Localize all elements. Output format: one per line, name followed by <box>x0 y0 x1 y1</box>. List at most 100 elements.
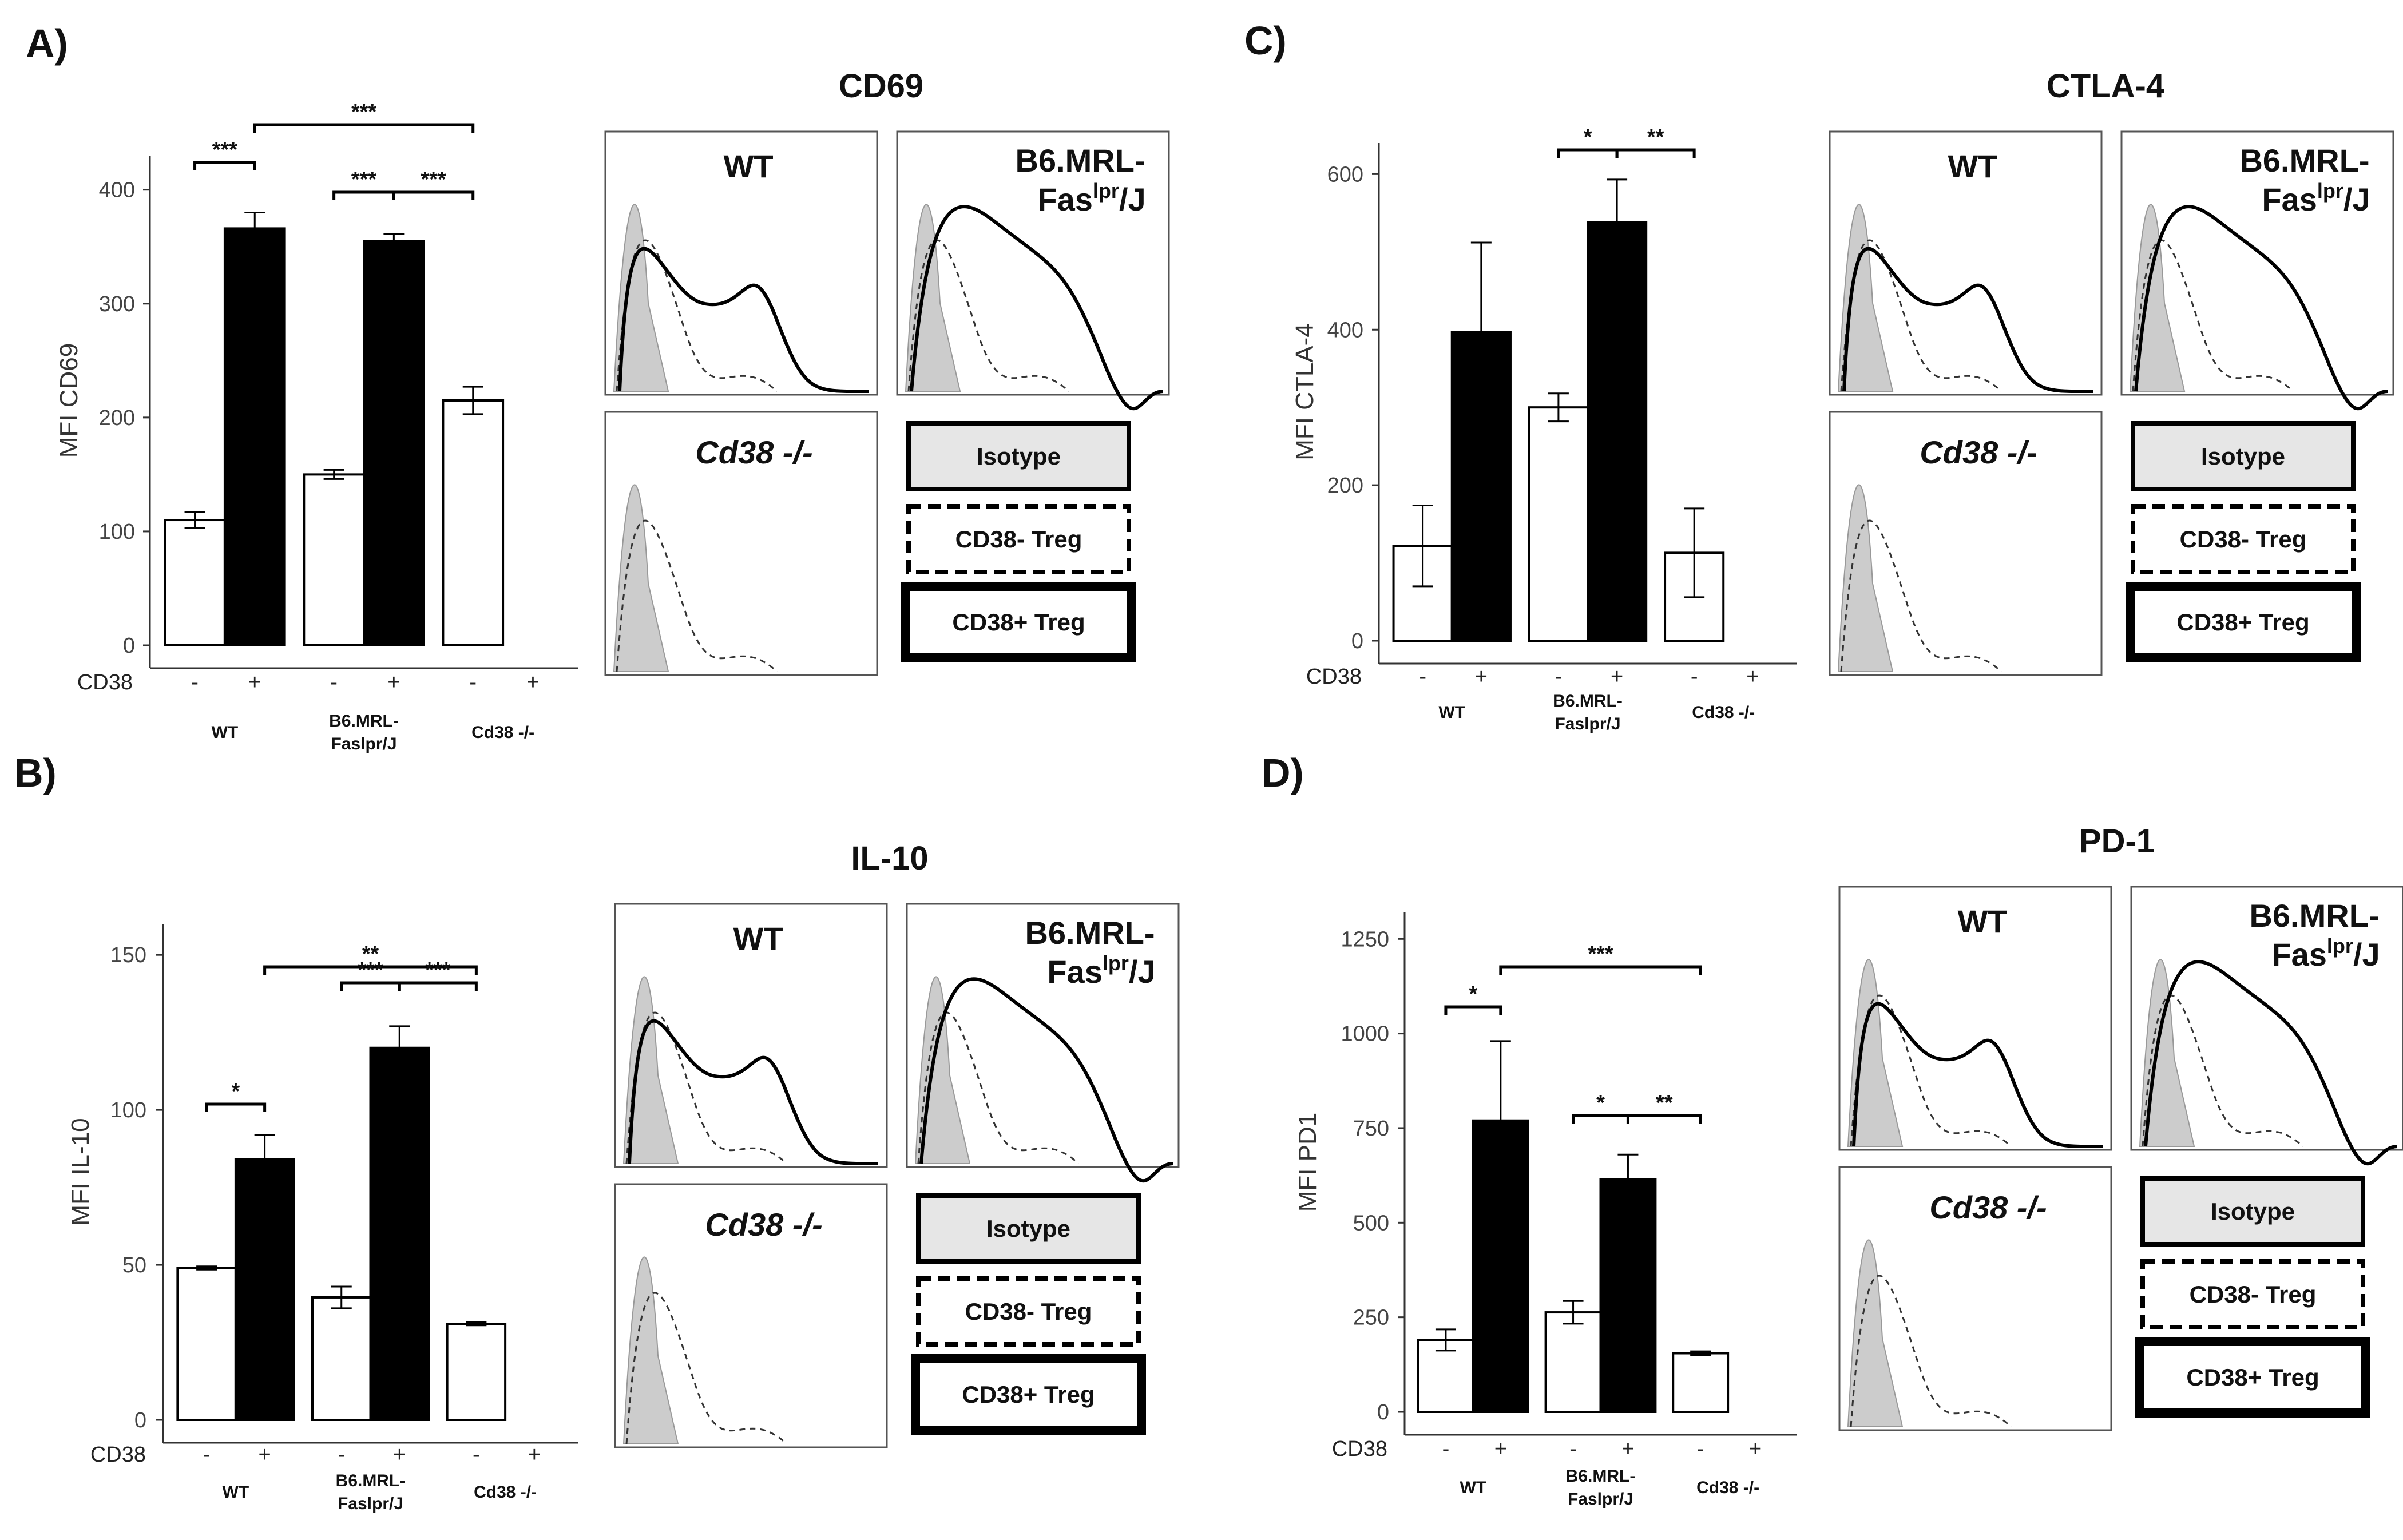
significance-label: *** <box>358 958 383 982</box>
y-tick-label: 1250 <box>1341 927 1389 951</box>
cd38-pos-curve <box>2134 205 2388 411</box>
significance-label: ** <box>1656 1091 1673 1115</box>
histogram-label-b6-j: /J <box>1119 181 1146 217</box>
legend-isotype-box <box>2140 1176 2365 1247</box>
cd38-neg-curve <box>1850 1275 2012 1428</box>
histogram-label-b6-lpr: lpr <box>2327 934 2353 958</box>
legend-neg-box <box>916 1276 1141 1347</box>
y-tick-label: 0 <box>1351 629 1363 653</box>
cd38-pos-curve <box>618 247 869 394</box>
bar <box>1587 221 1648 642</box>
y-tick-label: 0 <box>123 634 135 658</box>
significance-bracket <box>1572 1114 1629 1124</box>
cd38-row-label: CD38 <box>1306 665 1362 689</box>
significance-bracket <box>193 161 256 170</box>
group-label-wt: WT <box>1460 1478 1487 1497</box>
cd38-sign: + <box>248 670 261 694</box>
group-label-b6: Faslpr/J <box>338 1494 403 1513</box>
y-tick-label: 0 <box>1377 1400 1389 1424</box>
y-tick-label: 400 <box>1327 318 1363 342</box>
histogram-wt: WT <box>1838 886 2112 1151</box>
histogram-label-b6: Faslpr/J <box>1037 179 1145 217</box>
significance-label: *** <box>421 168 446 192</box>
significance-label: * <box>1469 982 1477 1006</box>
legend-pos-box <box>2126 582 2361 662</box>
bar <box>176 1267 237 1421</box>
cd38-row-label: CD38 <box>1332 1437 1387 1461</box>
histogram-label-wt: WT <box>733 920 783 956</box>
significance-bracket <box>1444 1005 1502 1015</box>
histogram-legend: Isotype CD38- Treg CD38+ Treg <box>901 421 1136 662</box>
cd38-pos-curve <box>2144 960 2398 1166</box>
panel-letter: C) <box>1244 18 1287 63</box>
cd38-sign: + <box>393 1443 406 1467</box>
cd38-neg-curve <box>625 1292 788 1445</box>
histogram-ko: Cd38 -/- <box>1838 1166 2112 1431</box>
histogram-label-wt: WT <box>723 148 773 184</box>
histogram-b6: B6.MRL-Faslpr/J <box>2130 886 2403 1166</box>
histogram-wt: WT <box>604 130 878 396</box>
y-tick-label: 100 <box>99 520 135 544</box>
cd38-sign: + <box>528 1443 541 1467</box>
cd38-sign: + <box>259 1443 271 1467</box>
bar <box>369 1046 430 1421</box>
cd38-sign: + <box>1494 1437 1507 1461</box>
legend-pos-label: CD38+ Treg <box>2176 609 2309 636</box>
isotype-curve <box>1847 1239 1904 1427</box>
group-label-b6: Faslpr/J <box>1555 715 1620 733</box>
y-tick-label: 500 <box>1353 1211 1389 1235</box>
cd38-sign: - <box>1569 1437 1577 1461</box>
histogram-label-b6-fas: Fas <box>2271 936 2327 973</box>
cd38-neg-curve <box>2132 239 2294 392</box>
panel-letter: D) <box>1262 751 1304 795</box>
isotype-curve <box>1847 959 1904 1147</box>
cd38-pos-curve <box>919 977 1173 1183</box>
histogram-label-b6-fas: Fas <box>1037 181 1093 217</box>
histogram-legend: Isotype CD38- Treg CD38+ Treg <box>2126 421 2361 662</box>
significance-bracket <box>332 190 395 200</box>
group-label-wt: WT <box>223 1483 249 1502</box>
significance-label: * <box>1584 125 1592 149</box>
y-axis-label: MFI CD69 <box>55 343 83 458</box>
histogram-legend: Isotype CD38- Treg CD38+ Treg <box>911 1193 1146 1435</box>
significance-label: * <box>231 1079 240 1104</box>
cd38-sign: + <box>526 670 539 694</box>
group-label-ko: Cd38 -/- <box>1696 1478 1759 1497</box>
legend-neg-box <box>906 504 1131 574</box>
group-label-b6: B6.MRL- <box>329 712 399 731</box>
bar <box>1528 406 1589 642</box>
significance-bracket <box>1615 148 1696 158</box>
histogram-label-b6-fas: Fas <box>1047 954 1103 990</box>
histogram-label-ko: Cd38 -/- <box>1929 1189 2047 1225</box>
bar <box>223 227 286 646</box>
legend-isotype-label: Isotype <box>977 443 1061 470</box>
hist-title: PD-1 <box>2079 823 2155 860</box>
cd38-sign: + <box>387 670 400 694</box>
histogram-label-wt: WT <box>1957 903 2007 939</box>
histogram-label-b6: B6.MRL- <box>1015 142 1145 178</box>
histogram-label-ko: Cd38 -/- <box>695 434 812 470</box>
y-tick-label: 250 <box>1353 1306 1389 1330</box>
histogram-frame <box>1838 1166 2112 1431</box>
cd38-sign: - <box>1691 665 1698 689</box>
legend-pos-label: CD38+ Treg <box>2186 1364 2319 1391</box>
histogram-label-ko: Cd38 -/- <box>1920 434 2037 470</box>
histogram-ko: Cd38 -/- <box>604 411 878 676</box>
significance-bracket <box>263 965 478 975</box>
cd38-neg-curve <box>616 519 778 673</box>
significance-label: *** <box>212 138 238 162</box>
y-tick-label: 750 <box>1353 1117 1389 1141</box>
bar <box>303 473 366 646</box>
significance-bracket <box>1557 148 1619 158</box>
isotype-curve <box>622 976 679 1164</box>
significance-label: ** <box>1647 125 1664 149</box>
y-tick-label: 50 <box>122 1253 146 1277</box>
isotype-curve <box>2139 959 2195 1147</box>
legend-pos-box <box>901 582 1136 662</box>
cd38-sign: + <box>1475 665 1488 689</box>
legend-neg-box <box>2140 1259 2365 1329</box>
significance-label: *** <box>351 168 377 192</box>
